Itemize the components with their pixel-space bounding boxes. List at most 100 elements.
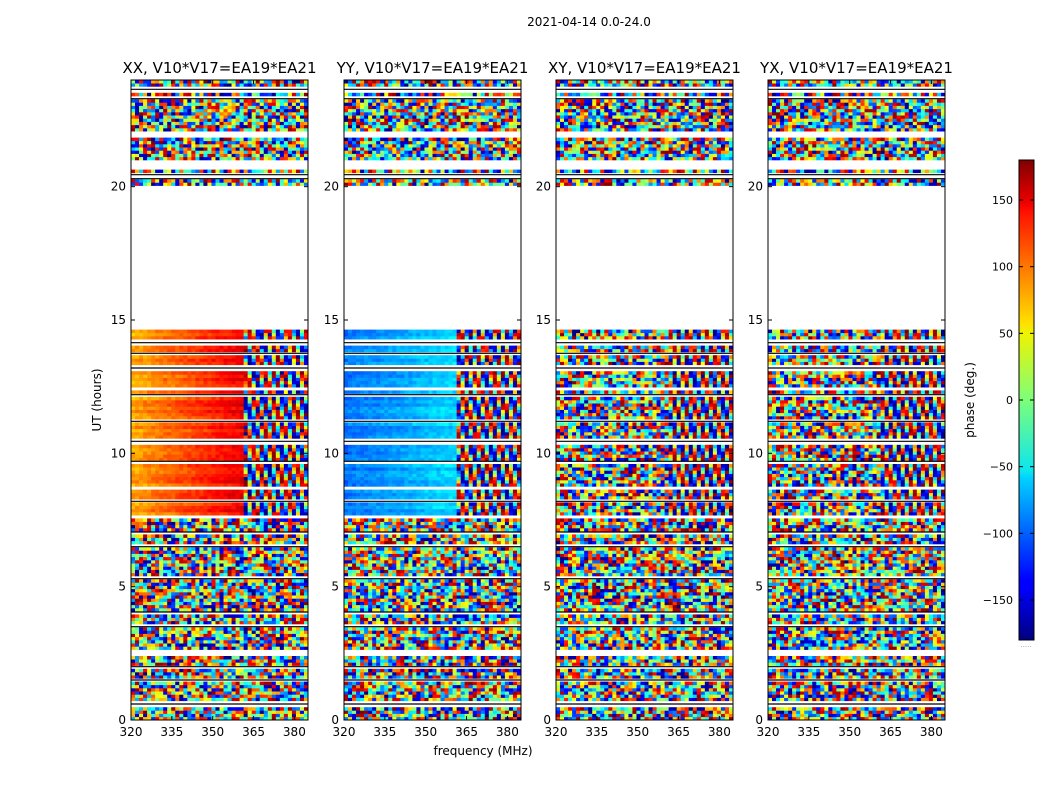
heatmap-cell — [195, 707, 199, 711]
heatmap-cell — [179, 490, 183, 494]
heatmap-cell — [272, 522, 276, 526]
heatmap-cell — [183, 371, 187, 375]
heatmap-cell — [211, 118, 215, 122]
heatmap-cell — [252, 333, 256, 337]
heatmap-cell — [248, 618, 252, 622]
heatmap-cell — [264, 589, 268, 593]
heatmap-cell — [252, 150, 256, 154]
heatmap-cell — [151, 608, 155, 612]
heatmap-cell — [211, 710, 215, 714]
heatmap-cell — [207, 125, 211, 129]
heatmap-cell — [175, 179, 179, 183]
heatmap-cell — [159, 621, 163, 625]
heatmap-cell — [135, 451, 139, 455]
heatmap-cell — [220, 512, 224, 516]
heatmap-cell — [215, 525, 219, 529]
heatmap-cell — [288, 429, 292, 433]
heatmap-cell — [171, 643, 175, 647]
heatmap-cell — [211, 448, 215, 452]
heatmap-cell — [203, 416, 207, 420]
heatmap-cell — [191, 656, 195, 660]
heatmap-cell — [211, 579, 215, 583]
heatmap-cell — [252, 416, 256, 420]
heatmap-cell — [187, 435, 191, 439]
heatmap-cell — [268, 714, 272, 718]
heatmap-cell — [171, 518, 175, 522]
heatmap-cell — [276, 659, 280, 663]
heatmap-cell — [284, 374, 288, 378]
heatmap-cell — [147, 627, 151, 631]
heatmap-cell — [280, 336, 284, 340]
heatmap-cell — [248, 710, 252, 714]
heatmap-cell — [139, 483, 143, 487]
heatmap-cell — [260, 541, 264, 545]
heatmap-cell — [155, 662, 159, 666]
heatmap-cell — [252, 634, 256, 638]
heatmap-cell — [151, 592, 155, 596]
heatmap-cell — [240, 522, 244, 526]
heatmap-cell — [147, 541, 151, 545]
heatmap-cell — [272, 698, 276, 702]
heatmap-cell — [224, 150, 228, 154]
heatmap-cell — [151, 429, 155, 433]
heatmap-cell — [256, 346, 260, 350]
heatmap-cell — [151, 714, 155, 718]
heatmap-cell — [183, 573, 187, 577]
heatmap-cell — [151, 656, 155, 660]
heatmap-cell — [195, 403, 199, 407]
heatmap-cell — [139, 698, 143, 702]
heatmap-cell — [224, 573, 228, 577]
heatmap-cell — [143, 496, 147, 500]
heatmap-cell — [252, 474, 256, 478]
heatmap-cell — [171, 579, 175, 583]
heatmap-cell — [147, 454, 151, 458]
heatmap-cell — [135, 643, 139, 647]
heatmap-cell — [171, 595, 175, 599]
heatmap-cell — [207, 112, 211, 116]
heatmap-cell — [300, 672, 304, 676]
heatmap-cell — [272, 659, 276, 663]
heatmap-cell — [199, 154, 203, 158]
heatmap-cell — [300, 371, 304, 375]
heatmap-cell — [276, 138, 280, 142]
heatmap-cell — [163, 381, 167, 385]
heatmap-cell — [131, 627, 135, 631]
heatmap-cell — [292, 474, 296, 478]
heatmap-cell — [207, 560, 211, 564]
heatmap-cell — [220, 112, 224, 116]
heatmap-cell — [296, 170, 300, 174]
heatmap-cell — [179, 634, 183, 638]
heatmap-cell — [199, 566, 203, 570]
heatmap-cell — [135, 502, 139, 506]
heatmap-cell — [175, 528, 179, 532]
heatmap-cell — [143, 429, 147, 433]
heatmap-cell — [244, 688, 248, 692]
heatmap-cell — [264, 477, 268, 481]
heatmap-cell — [135, 547, 139, 551]
heatmap-cell — [284, 547, 288, 551]
heatmap-cell — [131, 333, 135, 337]
heatmap-cell — [276, 355, 280, 359]
heatmap-cell — [256, 150, 260, 154]
heatmap-cell — [264, 682, 268, 686]
heatmap-cell — [272, 170, 276, 174]
heatmap-cell — [167, 381, 171, 385]
heatmap-cell — [296, 669, 300, 673]
heatmap-cell — [300, 115, 304, 119]
heatmap-cell — [215, 579, 219, 583]
heatmap-cell — [207, 541, 211, 545]
heatmap-cell — [187, 150, 191, 154]
heatmap-cell — [195, 416, 199, 420]
heatmap-cell — [272, 406, 276, 410]
heatmap-cell — [167, 451, 171, 455]
heatmap-cell — [252, 374, 256, 378]
heatmap-cell — [300, 454, 304, 458]
heatmap-cell — [232, 614, 236, 618]
heatmap-cell — [220, 592, 224, 596]
heatmap-cell — [276, 115, 280, 119]
heatmap-cell — [195, 605, 199, 609]
heatmap-cell — [252, 541, 256, 545]
heatmap-cell — [199, 512, 203, 516]
heatmap-cell — [284, 621, 288, 625]
heatmap-cell — [240, 595, 244, 599]
